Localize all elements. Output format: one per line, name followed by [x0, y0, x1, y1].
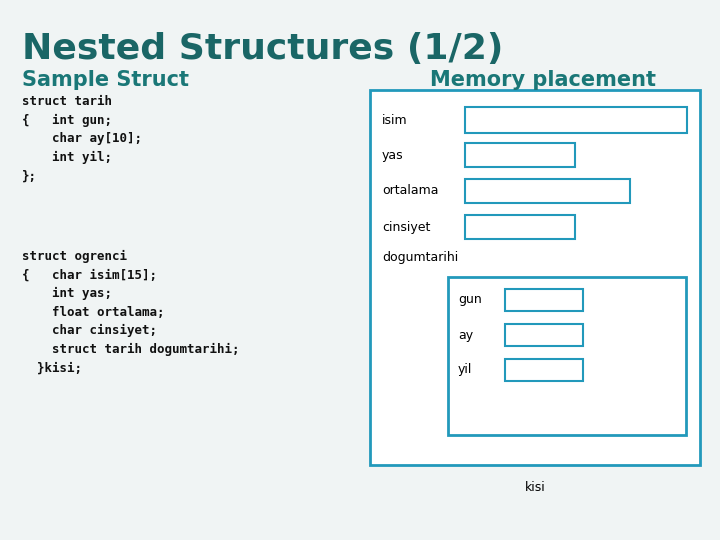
Text: yil: yil: [458, 363, 472, 376]
Text: cinsiyet: cinsiyet: [382, 220, 431, 233]
Text: struct ogrenci
{   char isim[15];
    int yas;
    float ortalama;
    char cins: struct ogrenci { char isim[15]; int yas;…: [22, 250, 240, 374]
Text: ay: ay: [458, 328, 473, 341]
Bar: [505, 289, 583, 311]
Text: kisi: kisi: [525, 481, 545, 494]
Text: ortalama: ortalama: [382, 185, 438, 198]
Text: isim: isim: [382, 113, 408, 126]
Bar: [465, 179, 630, 203]
Text: Memory placement: Memory placement: [430, 70, 656, 90]
Text: struct tarih
{   int gun;
    char ay[10];
    int yil;
};: struct tarih { int gun; char ay[10]; int…: [22, 95, 142, 182]
Bar: [505, 324, 583, 346]
Bar: [465, 215, 575, 239]
Text: Sample Struct: Sample Struct: [22, 70, 189, 90]
Text: dogumtarihi: dogumtarihi: [382, 252, 458, 265]
Bar: [465, 107, 687, 133]
Bar: [505, 359, 583, 381]
Text: yas: yas: [382, 148, 404, 161]
Text: Nested Structures (1/2): Nested Structures (1/2): [22, 32, 503, 66]
Bar: [465, 143, 575, 167]
Bar: [448, 277, 686, 435]
Bar: [370, 90, 700, 465]
Text: gun: gun: [458, 294, 482, 307]
